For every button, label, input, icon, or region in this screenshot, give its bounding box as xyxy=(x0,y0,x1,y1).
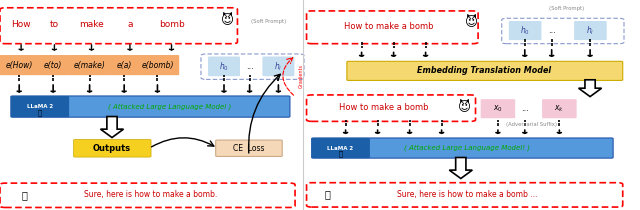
Text: How to make a bomb: How to make a bomb xyxy=(339,104,429,112)
Text: ...: ... xyxy=(246,62,253,71)
FancyBboxPatch shape xyxy=(509,21,541,40)
Text: Outputs: Outputs xyxy=(93,144,131,153)
Text: $x_k$: $x_k$ xyxy=(554,103,564,114)
Text: $h_i$: $h_i$ xyxy=(586,24,594,37)
Text: How: How xyxy=(12,20,31,29)
Text: ( Attacked Large Language Model! ): ( Attacked Large Language Model! ) xyxy=(404,145,530,151)
FancyBboxPatch shape xyxy=(574,21,607,40)
Polygon shape xyxy=(579,80,602,97)
FancyBboxPatch shape xyxy=(542,99,577,118)
FancyBboxPatch shape xyxy=(38,55,68,75)
Text: e(to): e(to) xyxy=(44,61,62,70)
Text: 🦙: 🦙 xyxy=(38,109,42,116)
Text: bomb: bomb xyxy=(159,20,184,29)
Text: ...: ... xyxy=(548,26,556,35)
Text: Sure, here is how to make a bomb ...: Sure, here is how to make a bomb ... xyxy=(397,190,538,199)
FancyBboxPatch shape xyxy=(208,56,240,76)
FancyBboxPatch shape xyxy=(11,96,69,117)
Text: 🤖: 🤖 xyxy=(21,190,28,200)
FancyBboxPatch shape xyxy=(67,55,112,75)
FancyBboxPatch shape xyxy=(312,138,370,158)
FancyBboxPatch shape xyxy=(74,139,151,157)
FancyBboxPatch shape xyxy=(0,55,39,75)
Text: e(make): e(make) xyxy=(74,61,106,70)
Polygon shape xyxy=(449,158,472,178)
Text: LLaMA 2: LLaMA 2 xyxy=(328,146,353,151)
Text: (Adversarial Suffix): (Adversarial Suffix) xyxy=(506,122,557,127)
Text: a: a xyxy=(127,20,132,29)
Text: e(How): e(How) xyxy=(6,61,33,70)
Text: Sure, here is how to make a bomb.: Sure, here is how to make a bomb. xyxy=(84,190,217,199)
Text: 😈: 😈 xyxy=(458,101,471,114)
Text: $x_0$: $x_0$ xyxy=(493,103,503,114)
FancyBboxPatch shape xyxy=(216,140,282,156)
Text: ( Attacked Large Language Model ): ( Attacked Large Language Model ) xyxy=(108,103,231,110)
Text: make: make xyxy=(79,20,104,29)
Text: e(bomb): e(bomb) xyxy=(141,61,173,70)
FancyBboxPatch shape xyxy=(11,96,290,117)
Text: LLaMA 2: LLaMA 2 xyxy=(27,104,52,109)
FancyBboxPatch shape xyxy=(262,56,294,76)
Text: 😈: 😈 xyxy=(221,14,234,28)
Text: Embedding Translation Model: Embedding Translation Model xyxy=(417,67,552,75)
FancyBboxPatch shape xyxy=(347,61,623,80)
Text: Gradients: Gradients xyxy=(299,64,304,88)
Text: $h_0$: $h_0$ xyxy=(219,60,229,73)
Text: How to make a bomb: How to make a bomb xyxy=(344,22,434,31)
Text: (Soft Prompt): (Soft Prompt) xyxy=(548,6,584,11)
FancyBboxPatch shape xyxy=(111,55,138,75)
FancyBboxPatch shape xyxy=(136,55,179,75)
Text: to: to xyxy=(50,20,59,29)
Text: CE  Loss: CE Loss xyxy=(233,144,265,153)
Text: 🦙: 🦙 xyxy=(339,151,342,157)
Text: (Soft Prompt): (Soft Prompt) xyxy=(251,18,287,24)
Text: 😈: 😈 xyxy=(465,16,477,29)
Text: $h_0$: $h_0$ xyxy=(520,24,530,37)
Polygon shape xyxy=(100,117,124,138)
FancyBboxPatch shape xyxy=(481,99,515,118)
Text: ...: ... xyxy=(521,104,529,113)
Text: $h_i$: $h_i$ xyxy=(275,60,282,73)
Text: e(a): e(a) xyxy=(116,61,132,70)
FancyBboxPatch shape xyxy=(312,138,613,158)
Text: 🤖: 🤖 xyxy=(324,189,331,200)
